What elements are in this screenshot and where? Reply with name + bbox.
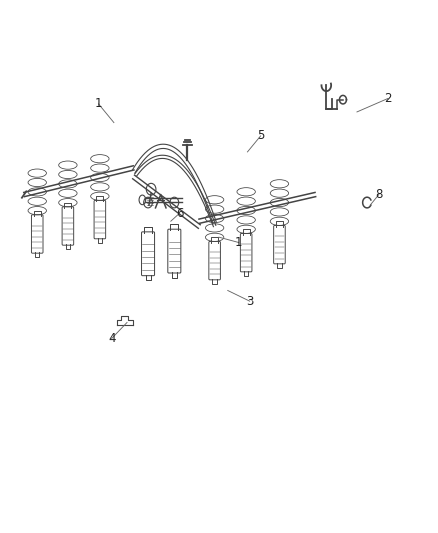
Text: 3: 3 [246, 295, 253, 308]
Text: 1: 1 [235, 236, 243, 249]
Text: 8: 8 [375, 188, 382, 201]
Text: 5: 5 [257, 130, 264, 142]
Text: 2: 2 [384, 92, 392, 105]
Text: 6: 6 [176, 207, 184, 220]
Text: 4: 4 [108, 332, 116, 345]
Text: 1: 1 [95, 98, 102, 110]
